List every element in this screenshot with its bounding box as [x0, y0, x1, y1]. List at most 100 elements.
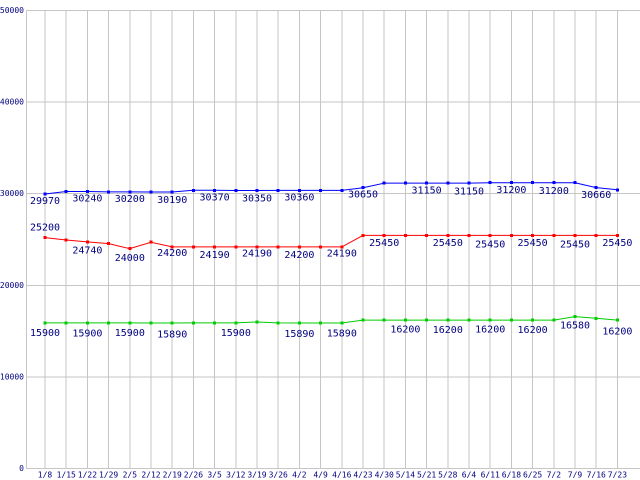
data-point-marker [191, 188, 195, 192]
data-point-label: 31150 [412, 186, 442, 197]
x-tick-label: 7/23 [608, 471, 627, 480]
data-point-label: 24190 [200, 250, 230, 261]
data-point-marker [488, 318, 492, 322]
data-point-marker [85, 190, 89, 194]
data-point-marker [403, 181, 407, 185]
x-tick-label: 3/12 [226, 471, 245, 480]
data-point-marker [276, 245, 280, 249]
grid-lines [26, 10, 640, 469]
x-tick-label: 4/16 [332, 471, 351, 480]
x-tick-label: 4/2 [292, 471, 307, 480]
data-point-marker [340, 321, 344, 325]
data-point-marker [573, 233, 577, 237]
data-point-marker [382, 318, 386, 322]
data-point-marker [509, 233, 513, 237]
data-point-marker [213, 321, 217, 325]
data-point-label: 25450 [518, 238, 548, 249]
data-point-marker [319, 321, 323, 325]
x-tick-label: 7/16 [587, 471, 606, 480]
series-blue-markers [43, 181, 619, 196]
data-point-marker [234, 245, 238, 249]
data-point-label: 24740 [72, 245, 102, 256]
data-point-marker [425, 181, 429, 185]
y-tick-label: 0 [19, 464, 24, 473]
series-green-markers [43, 315, 619, 325]
data-point-label: 30370 [200, 192, 230, 203]
data-point-marker [297, 321, 301, 325]
data-point-marker [340, 188, 344, 192]
x-tick-label: 1/22 [78, 471, 97, 480]
data-point-label: 16200 [475, 325, 505, 336]
x-tick-label: 3/26 [269, 471, 288, 480]
data-point-marker [170, 245, 174, 249]
data-point-marker [615, 188, 619, 192]
data-point-marker [255, 245, 259, 249]
data-point-marker [43, 236, 47, 240]
data-point-marker [425, 318, 429, 322]
data-point-label: 30660 [581, 190, 611, 201]
data-point-marker [615, 318, 619, 322]
data-point-label: 30190 [157, 195, 187, 206]
data-point-marker [382, 233, 386, 237]
data-point-marker [594, 186, 598, 190]
x-tick-label: 2/12 [141, 471, 160, 480]
x-tick-label: 6/11 [481, 471, 500, 480]
data-point-marker [297, 245, 301, 249]
data-point-marker [255, 320, 259, 324]
data-point-label: 24000 [115, 253, 145, 264]
data-point-marker [403, 318, 407, 322]
data-point-marker [107, 321, 111, 325]
data-point-label: 30650 [348, 190, 378, 201]
data-point-marker [191, 245, 195, 249]
x-tick-label: 3/5 [207, 471, 222, 480]
data-point-marker [531, 181, 535, 185]
x-tick-label: 7/9 [568, 471, 583, 480]
x-tick-label: 6/4 [462, 471, 477, 480]
data-point-marker [319, 245, 323, 249]
data-point-marker [276, 321, 280, 325]
data-point-label: 15900 [221, 328, 251, 339]
data-point-label: 16200 [433, 325, 463, 336]
x-tick-label: 4/30 [375, 471, 394, 480]
series-red-markers [43, 233, 619, 251]
data-point-marker [552, 233, 556, 237]
data-point-marker [467, 318, 471, 322]
data-point-label: 16200 [518, 325, 548, 336]
y-tick-label: 20000 [0, 281, 24, 290]
data-point-marker [43, 321, 47, 325]
data-point-marker [531, 318, 535, 322]
data-point-marker [297, 188, 301, 192]
data-point-marker [509, 181, 513, 185]
data-point-marker [64, 321, 68, 325]
data-point-marker [531, 233, 535, 237]
data-point-marker [64, 190, 68, 194]
x-axis-labels: 1/8 1/15 1/22 1/29 2/5 2/12 2/19 2/26 3/5 3/12 3/1… [38, 471, 627, 480]
data-point-label: 15890 [327, 328, 357, 339]
data-point-marker [446, 233, 450, 237]
data-point-marker [594, 233, 598, 237]
x-tick-label: 4/9 [313, 471, 328, 480]
x-tick-label: 1/15 [57, 471, 76, 480]
data-point-marker [191, 321, 195, 325]
data-point-marker [615, 233, 619, 237]
x-tick-label: 1/29 [99, 471, 118, 480]
x-tick-label: 7/2 [547, 471, 562, 480]
data-point-marker [361, 186, 365, 190]
data-point-label: 31150 [454, 187, 484, 198]
data-point-label: 25200 [30, 223, 60, 234]
series-red-labels: 25200 24740 24000 24200 24190 24190 24200 24190… [30, 223, 633, 264]
data-point-label: 15900 [30, 328, 60, 339]
series-red-line [44, 234, 618, 250]
data-point-marker [170, 190, 174, 194]
data-point-label: 24190 [242, 248, 272, 259]
series-green-labels: 15900 15900 15900 15890 15900 15890 15890 16200… [30, 321, 633, 341]
data-point-marker [149, 321, 153, 325]
data-point-marker [107, 190, 111, 194]
x-tick-label: 2/19 [163, 471, 182, 480]
data-point-marker [594, 316, 598, 320]
data-point-label: 30360 [284, 192, 314, 203]
data-point-label: 29970 [30, 196, 60, 207]
series-blue-labels: 29970 30240 30200 30190 30370 30350 30360 30650… [30, 185, 611, 207]
data-point-label: 25450 [433, 238, 463, 249]
